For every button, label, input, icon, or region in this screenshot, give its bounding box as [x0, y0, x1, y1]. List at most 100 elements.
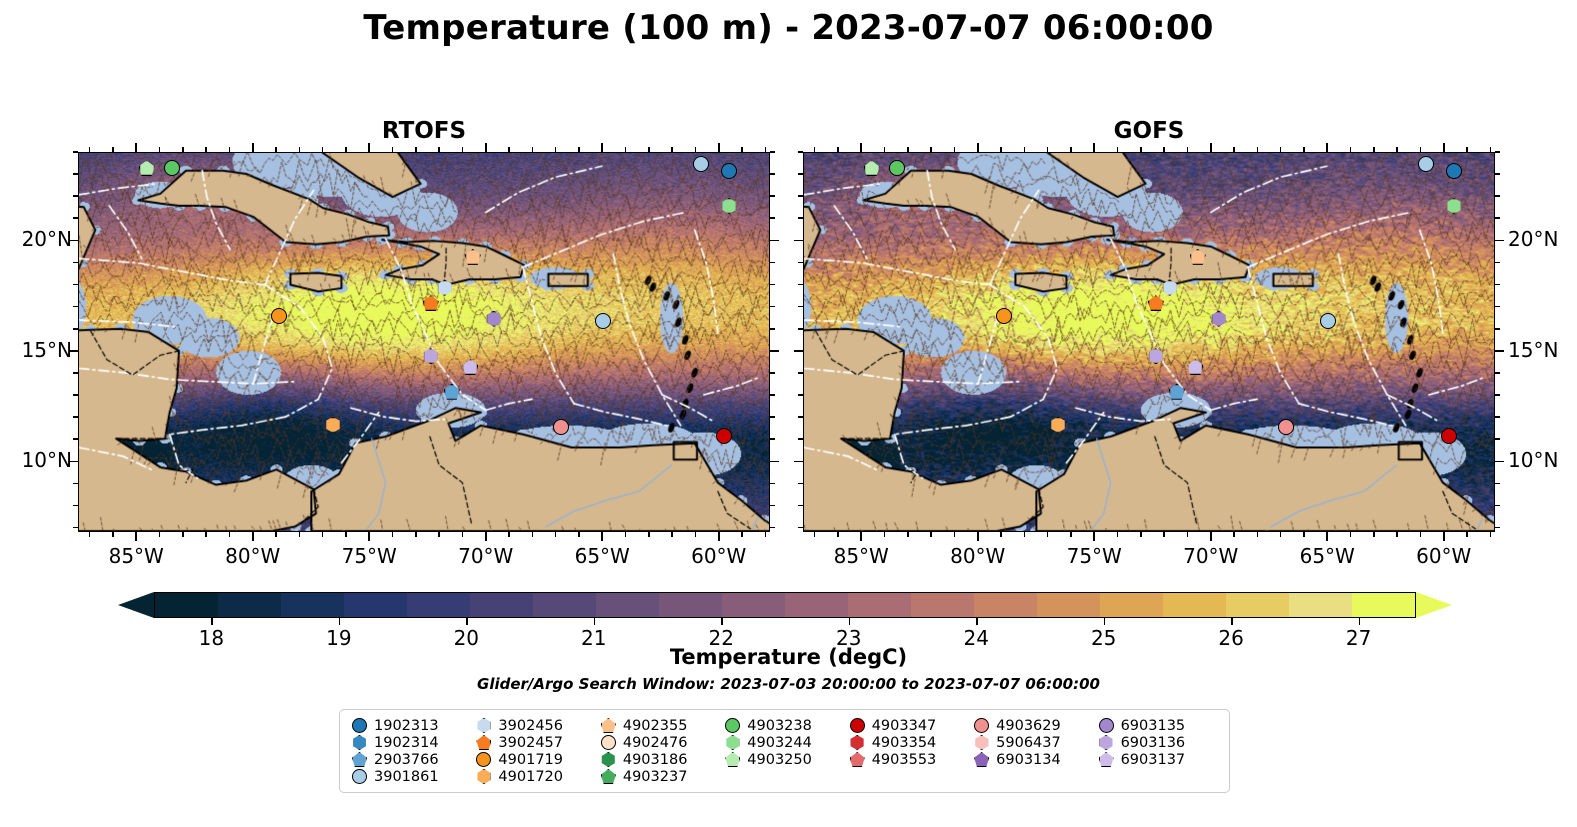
- legend-item-3902456[interactable]: 3902456: [476, 717, 596, 734]
- x-tick-top-rtofs: [578, 147, 580, 152]
- float-marker-4903238[interactable]: [164, 160, 181, 177]
- x-tick-top-rtofs: [694, 147, 697, 152]
- legend-item-4903237[interactable]: 4903237: [600, 768, 721, 785]
- float-marker-4903244[interactable]: [722, 198, 736, 215]
- y-tick-left-gofs: [798, 151, 803, 153]
- x-axis-label-rtofs: 80°W: [225, 544, 281, 568]
- y-tick-left-gofs: [798, 217, 803, 220]
- float-marker-1902313[interactable]: [721, 162, 738, 179]
- legend-item-4902355[interactable]: 4902355: [600, 717, 721, 734]
- legend-item-2903766[interactable]: 2903766: [352, 751, 472, 768]
- float-marker-3902456[interactable]: [1320, 312, 1337, 329]
- x-tick-rtofs: [741, 532, 743, 537]
- float-marker-4902355[interactable]: [1189, 248, 1206, 265]
- float-marker-4901719[interactable]: [271, 308, 288, 325]
- float-legend[interactable]: 1902313 1902314 2903766 3901861 3902456 39024…: [339, 709, 1230, 793]
- float-marker-6903137[interactable]: [1187, 359, 1204, 376]
- float-marker-3902456[interactable]: [1162, 279, 1177, 296]
- y-tick-right-gofs: [1495, 217, 1500, 220]
- float-marker-6903137[interactable]: [462, 359, 479, 376]
- legend-item-label: 4903237: [622, 768, 688, 785]
- y-tick-left-gofs: [798, 372, 803, 374]
- float-marker-4903250[interactable]: [138, 160, 155, 177]
- y-tick-left-gofs: [798, 504, 803, 507]
- legend-item-3901861[interactable]: 3901861: [352, 768, 472, 785]
- float-marker-icon: [600, 735, 616, 750]
- float-marker-4901720[interactable]: [1051, 416, 1065, 433]
- y-tick-left-rtofs: [73, 504, 78, 507]
- x-tick-top-gofs: [1489, 147, 1492, 152]
- float-marker-icon: [725, 718, 741, 733]
- x-tick-top-gofs: [976, 143, 979, 152]
- x-tick-top-gofs: [1163, 147, 1165, 152]
- float-marker-6903135[interactable]: [486, 310, 501, 327]
- float-marker-3902456[interactable]: [437, 279, 452, 296]
- legend-item-1902313[interactable]: 1902313: [352, 717, 472, 734]
- x-tick-top-gofs: [1140, 147, 1142, 152]
- map-panel-rtofs[interactable]: [78, 152, 770, 532]
- x-tick-rtofs: [298, 532, 301, 537]
- legend-item-4901719[interactable]: 4901719: [476, 751, 596, 768]
- y-tick-left-gofs: [798, 416, 803, 418]
- legend-item-4903347[interactable]: 4903347: [849, 717, 970, 734]
- legend-item-4901720[interactable]: 4901720: [476, 768, 596, 785]
- y-tick-right-rtofs: [770, 217, 775, 220]
- y-tick-right-gofs: [1495, 394, 1500, 396]
- x-tick-top-rtofs: [205, 147, 207, 152]
- legend-item-6903134[interactable]: 6903134: [974, 751, 1094, 768]
- legend-item-4903354[interactable]: 4903354: [850, 734, 970, 751]
- float-marker-icon: [477, 769, 491, 784]
- float-marker-1902313[interactable]: [1446, 162, 1463, 179]
- x-tick-gofs: [1349, 532, 1352, 537]
- float-marker-2903766[interactable]: [1168, 383, 1185, 400]
- legend-item-4902476[interactable]: 4902476: [600, 734, 721, 751]
- legend-item-4903238[interactable]: 4903238: [725, 717, 845, 734]
- y-axis-label-left: 20°N: [21, 227, 72, 252]
- legend-item-4903629[interactable]: 4903629: [974, 717, 1094, 734]
- float-marker-3902456[interactable]: [595, 312, 612, 329]
- float-marker-4903347[interactable]: [716, 427, 733, 444]
- legend-item-1902314[interactable]: 1902314: [352, 734, 472, 751]
- y-tick-left-gofs: [798, 482, 803, 485]
- legend-item-label: 1902313: [374, 717, 439, 734]
- legend-item-4903553[interactable]: 4903553: [849, 751, 970, 768]
- float-marker-4902355[interactable]: [464, 248, 481, 265]
- float-marker-3901861[interactable]: [693, 156, 710, 173]
- float-marker-3902457[interactable]: [1147, 295, 1164, 312]
- x-tick-gofs: [1046, 532, 1049, 537]
- float-marker-4903250[interactable]: [863, 160, 880, 177]
- float-marker-4901719[interactable]: [996, 308, 1013, 325]
- legend-item-6903137[interactable]: 6903137: [1098, 751, 1219, 768]
- y-tick-right-gofs: [1495, 195, 1500, 197]
- y-tick-left-rtofs: [73, 394, 78, 396]
- legend-item-6903135[interactable]: 6903135: [1098, 717, 1219, 734]
- legend-item-3902457[interactable]: 3902457: [476, 734, 596, 751]
- float-marker-icon: [352, 769, 367, 784]
- legend-item-5906437[interactable]: 5906437: [974, 734, 1094, 751]
- y-tick-right-gofs: [1495, 327, 1500, 330]
- float-marker-6903135[interactable]: [1211, 310, 1226, 327]
- x-tick-top-gofs: [837, 147, 839, 152]
- legend-item-4903186[interactable]: 4903186: [601, 751, 721, 768]
- y-tick-left-rtofs: [73, 526, 78, 529]
- legend-item-4903250[interactable]: 4903250: [725, 751, 845, 768]
- colorbar[interactable]: 18 19 20 21 22 23 24 25 26 27: [118, 592, 1452, 650]
- float-marker-3901861[interactable]: [1418, 156, 1435, 173]
- float-marker-4903347[interactable]: [1441, 427, 1458, 444]
- map-panel-gofs[interactable]: [803, 152, 1495, 532]
- float-marker-4903629[interactable]: [553, 418, 570, 435]
- float-marker-2903766[interactable]: [443, 383, 460, 400]
- float-marker-6903136[interactable]: [1148, 348, 1163, 365]
- float-marker-icon: [477, 718, 491, 733]
- y-tick-left-gofs: [794, 460, 803, 463]
- x-tick-rtofs: [275, 532, 277, 537]
- float-marker-4901720[interactable]: [326, 416, 340, 433]
- float-marker-4903629[interactable]: [1278, 418, 1295, 435]
- float-marker-icon: [975, 735, 989, 750]
- float-marker-3902457[interactable]: [422, 295, 439, 312]
- legend-item-4903244[interactable]: 4903244: [725, 734, 845, 751]
- float-marker-6903136[interactable]: [423, 348, 438, 365]
- float-marker-4903238[interactable]: [889, 160, 906, 177]
- legend-item-6903136[interactable]: 6903136: [1099, 734, 1219, 751]
- float-marker-4903244[interactable]: [1447, 198, 1461, 215]
